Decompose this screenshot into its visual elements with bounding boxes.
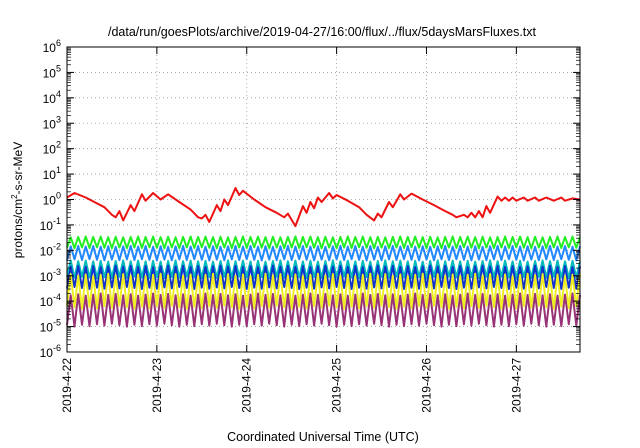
y-tick-label: 101 — [43, 165, 61, 182]
series-line-7 — [66, 292, 581, 328]
x-tick-label: 2019-4-25 — [330, 358, 344, 413]
x-axis-label: Coordinated Universal Time (UTC) — [227, 430, 419, 444]
y-tick-label: 10-2 — [40, 241, 61, 258]
y-tick-label: 10-5 — [40, 318, 61, 335]
y-tick-label: 102 — [43, 140, 61, 157]
y-axis-label-prefix: protons/cm — [11, 199, 25, 258]
y-tick-label: 106 — [43, 38, 61, 55]
x-axis: 2019-4-22 2019-4-23 2019-4-24 2019-4-25 2019… — [60, 47, 523, 413]
x-tick-label: 2019-4-22 — [60, 358, 74, 413]
x-tick-label: 2019-4-27 — [509, 358, 523, 413]
y-tick-label: 10-4 — [40, 292, 61, 309]
y-tick-label: 105 — [43, 63, 61, 80]
y-tick-label: 100 — [43, 191, 61, 208]
chart-title: /data/run/goesPlots/archive/2019-04-27/1… — [108, 25, 537, 39]
y-tick-label: 10-3 — [40, 267, 61, 284]
x-tick-label: 2019-4-24 — [240, 358, 254, 413]
data-series — [66, 187, 581, 328]
series-line-3 — [66, 244, 581, 262]
series-line-1 — [66, 187, 581, 228]
y-tick-label: 10-1 — [40, 216, 61, 233]
x-tick-label: 2019-4-26 — [419, 358, 433, 413]
y-axis-label: protons/cm2-s-sr-MeV — [10, 142, 25, 258]
series-line-5 — [66, 264, 581, 290]
series-line-2 — [66, 235, 581, 250]
y-axis-label-superscript: 2 — [10, 194, 19, 199]
y-tick-label: 10-6 — [40, 343, 61, 360]
y-tick-label: 103 — [43, 114, 61, 131]
x-tick-label: 2019-4-23 — [150, 358, 164, 413]
series-line-4 — [66, 259, 581, 280]
y-axis: 10-6 10-5 10-4 10-3 10-2 10-1 100 101 102 103 104 1… — [40, 38, 580, 360]
series-line-6 — [66, 272, 581, 310]
y-axis-label-suffix: -s-sr-MeV — [11, 142, 25, 195]
y-tick-label: 104 — [43, 89, 61, 106]
